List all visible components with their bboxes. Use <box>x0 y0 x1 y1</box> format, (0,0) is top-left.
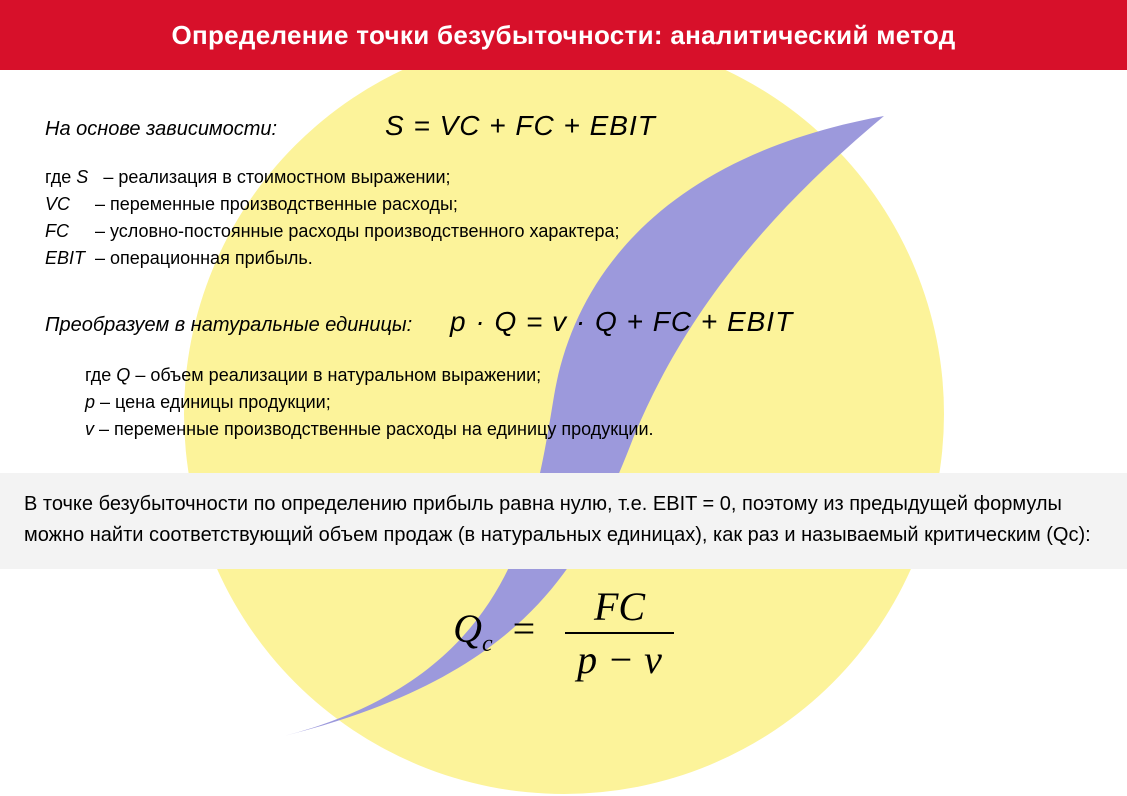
formula-row-1: На основе зависимости: S = VC + FC + EBI… <box>45 110 1082 142</box>
slide-title-bar: Определение точки безубыточности: аналит… <box>0 0 1127 70</box>
denominator: p − v <box>565 634 674 683</box>
def-line: FC– условно-постоянные расходы производс… <box>45 218 1082 245</box>
equals-sign: = <box>513 606 536 651</box>
def-line: v – переменные производственные расходы … <box>85 416 1082 443</box>
final-lhs-sub: c <box>482 631 493 657</box>
lead-text-1: На основе зависимости: <box>45 118 385 141</box>
fraction: FC p − v <box>565 583 674 683</box>
formula-1: S = VC + FC + EBIT <box>385 110 656 142</box>
definitions-2: где Q – объем реализации в натуральном в… <box>45 362 1082 443</box>
final-formula: Qc = FC p − v <box>0 583 1127 683</box>
lead-text-2: Преобразуем в натуральные единицы: <box>45 314 450 337</box>
slide-content: На основе зависимости: S = VC + FC + EBI… <box>0 70 1127 443</box>
slide-title: Определение точки безубыточности: аналит… <box>171 20 955 51</box>
def-line: р – цена единицы продукции; <box>85 389 1082 416</box>
numerator: FC <box>565 583 674 634</box>
def-line: где Q – объем реализации в натуральном в… <box>85 362 1082 389</box>
definitions-1: где S – реализация в стоимостном выражен… <box>45 164 1082 272</box>
def-line: где S – реализация в стоимостном выражен… <box>45 164 1082 191</box>
formula-2: p · Q = v · Q + FC + EBIT <box>450 306 793 338</box>
formula-row-2: Преобразуем в натуральные единицы: p · Q… <box>45 306 1082 338</box>
highlight-box: В точке безубыточности по определению пр… <box>0 473 1127 569</box>
highlight-text: В точке безубыточности по определению пр… <box>24 493 1091 546</box>
final-lhs-var: Q <box>453 606 482 651</box>
def-line: EBIT– операционная прибыль. <box>45 245 1082 272</box>
def-line: VC– переменные производственные расходы; <box>45 191 1082 218</box>
